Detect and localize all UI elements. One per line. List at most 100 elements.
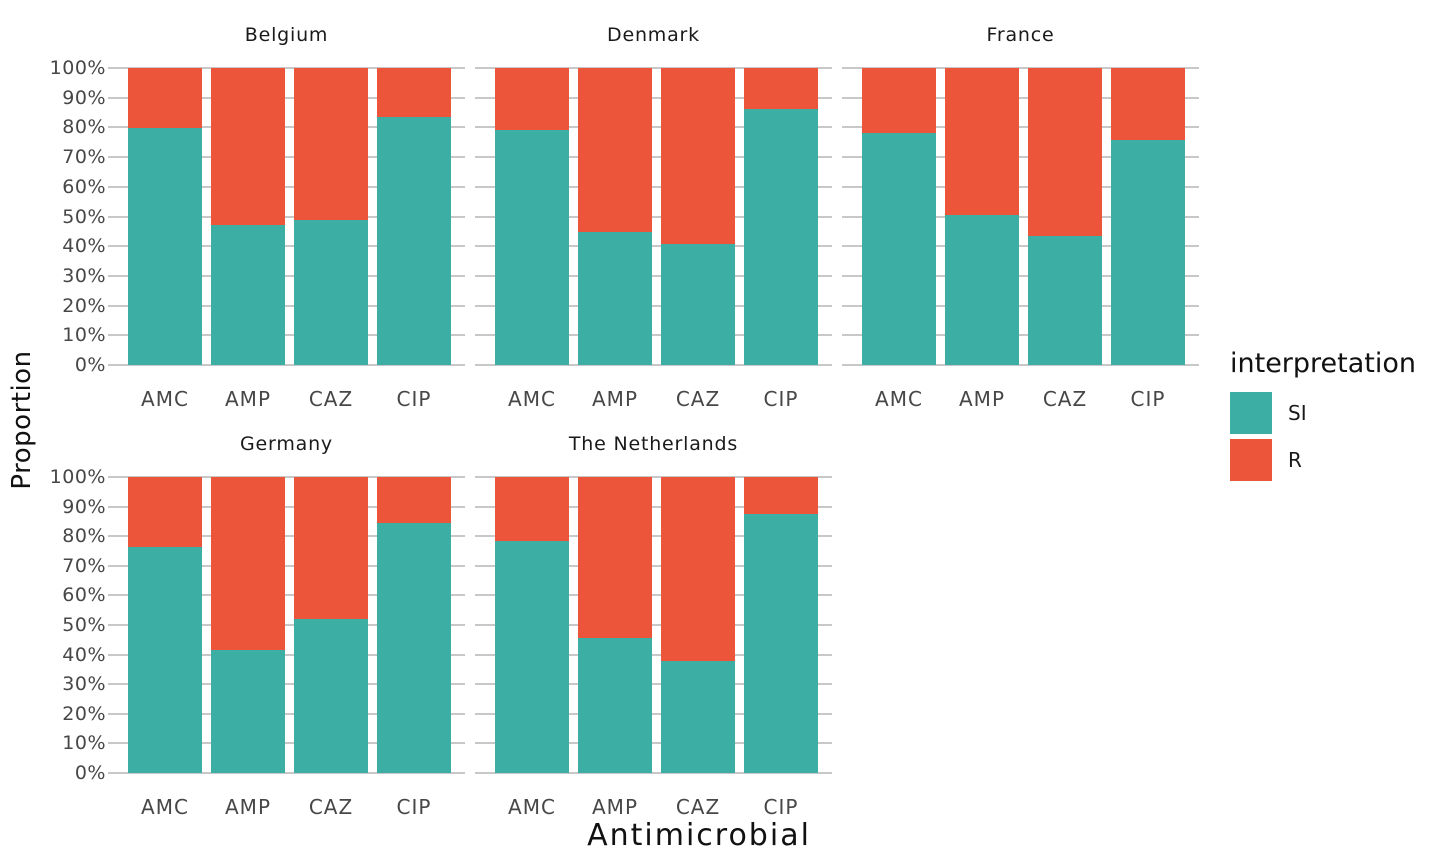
y-tick-label: 70%	[62, 146, 106, 169]
gridline	[108, 712, 465, 715]
gridline	[475, 564, 832, 567]
gridline	[108, 505, 465, 508]
bar-segment-the-netherlands-amp-r	[578, 477, 652, 638]
bar-the-netherlands-amc	[495, 477, 569, 773]
x-tick-label: AMP	[225, 387, 271, 411]
bar-segment-belgium-cip-si	[377, 117, 451, 365]
x-tick-label: CAZ	[675, 387, 721, 411]
y-tick-label: 50%	[62, 205, 106, 228]
bar-the-netherlands-caz	[661, 477, 735, 773]
y-tick-label: 10%	[62, 732, 106, 755]
x-tick-label: CIP	[396, 795, 432, 819]
y-tick-label: 90%	[62, 86, 106, 109]
bar-segment-france-amc-si	[862, 132, 936, 365]
x-tick-label: CAZ	[1042, 387, 1088, 411]
gridline	[475, 535, 832, 538]
bar-segment-germany-amc-si	[128, 546, 202, 773]
gridline	[475, 683, 832, 686]
bar-germany-cip	[377, 477, 451, 773]
bar-segment-the-netherlands-amc-r	[495, 477, 569, 541]
facet-panel-belgium	[108, 67, 465, 366]
gridline	[475, 712, 832, 715]
gridline	[842, 126, 1199, 129]
bars-france	[854, 68, 1187, 365]
gridline	[108, 245, 465, 248]
bar-segment-denmark-amp-r	[578, 68, 652, 233]
gridline	[108, 126, 465, 129]
gridline	[475, 505, 832, 508]
bar-segment-the-netherlands-amp-si	[578, 637, 652, 773]
gridline	[475, 364, 832, 366]
bar-denmark-caz	[661, 68, 735, 365]
x-tick-label: CAZ	[308, 387, 354, 411]
facet-title-denmark: Denmark	[607, 24, 700, 46]
y-tick-label: 40%	[62, 235, 106, 258]
bars-belgium	[120, 68, 453, 365]
y-tick-label: 20%	[62, 294, 106, 317]
bar-belgium-amc	[128, 68, 202, 365]
gridline	[475, 126, 832, 129]
bar-germany-amp	[211, 477, 285, 773]
bar-segment-belgium-amc-si	[128, 127, 202, 365]
x-tick-label: CIP	[763, 795, 799, 819]
gridline	[475, 742, 832, 745]
x-tick-label: CIP	[396, 387, 432, 411]
y-tick-label: 0%	[74, 354, 106, 376]
gridline	[108, 185, 465, 188]
gridline	[842, 274, 1199, 277]
x-tick-label: AMC	[875, 387, 923, 411]
bar-segment-france-cip-r	[1111, 68, 1185, 140]
x-ticks-denmark: AMC AMP CAZ CIP	[487, 386, 820, 412]
gridline	[475, 334, 832, 337]
bar-france-amc	[862, 68, 936, 365]
bar-segment-the-netherlands-amc-si	[495, 540, 569, 773]
gridline	[108, 156, 465, 159]
x-tick-label: AMC	[141, 387, 189, 411]
y-tick-label: 50%	[62, 614, 106, 636]
y-tick-label: 100%	[49, 57, 106, 79]
facet-title-belgium: Belgium	[244, 24, 329, 46]
legend-label-r: R	[1288, 448, 1302, 472]
bar-belgium-cip	[377, 68, 451, 365]
gridline	[108, 96, 465, 99]
x-tick-label: CAZ	[675, 795, 721, 819]
gridline	[108, 334, 465, 337]
gridline	[842, 304, 1199, 307]
gridline	[475, 476, 832, 478]
bar-segment-belgium-cip-r	[377, 68, 451, 118]
facet-panel-the-netherlands	[475, 476, 832, 774]
bar-segment-belgium-caz-si	[294, 220, 368, 365]
gridline	[842, 245, 1199, 248]
bar-segment-the-netherlands-cip-si	[744, 514, 818, 773]
bar-france-caz	[1028, 68, 1102, 365]
gridline	[842, 185, 1199, 188]
bar-segment-denmark-amc-si	[495, 130, 569, 365]
gridline	[842, 96, 1199, 99]
y-tick-label: 80%	[62, 116, 106, 139]
gridline	[475, 594, 832, 597]
gridline	[108, 364, 465, 366]
gridline	[475, 653, 832, 656]
bar-segment-denmark-caz-r	[661, 68, 735, 245]
bar-the-netherlands-cip	[744, 477, 818, 773]
bar-segment-france-cip-si	[1111, 139, 1185, 365]
bar-germany-amc	[128, 477, 202, 773]
x-tick-label: CIP	[1130, 387, 1166, 411]
bar-segment-belgium-amp-si	[211, 224, 285, 365]
x-tick-label: AMC	[508, 795, 556, 819]
bars-the-netherlands	[487, 477, 820, 773]
x-axis-title: Antimicrobial	[587, 818, 811, 853]
gridline	[475, 67, 832, 69]
legend-entry-si: SI	[1230, 392, 1416, 434]
gridline	[475, 185, 832, 188]
y-tick-label: 40%	[62, 643, 106, 666]
gridline	[475, 215, 832, 218]
x-tick-label: AMP	[592, 795, 638, 819]
bar-france-cip	[1111, 68, 1185, 365]
x-ticks-france: AMC AMP CAZ CIP	[854, 386, 1187, 412]
y-tick-label: 80%	[62, 525, 106, 548]
gridline	[108, 304, 465, 307]
x-tick-label: CAZ	[308, 795, 354, 819]
gridline	[108, 683, 465, 686]
gridline	[475, 245, 832, 248]
